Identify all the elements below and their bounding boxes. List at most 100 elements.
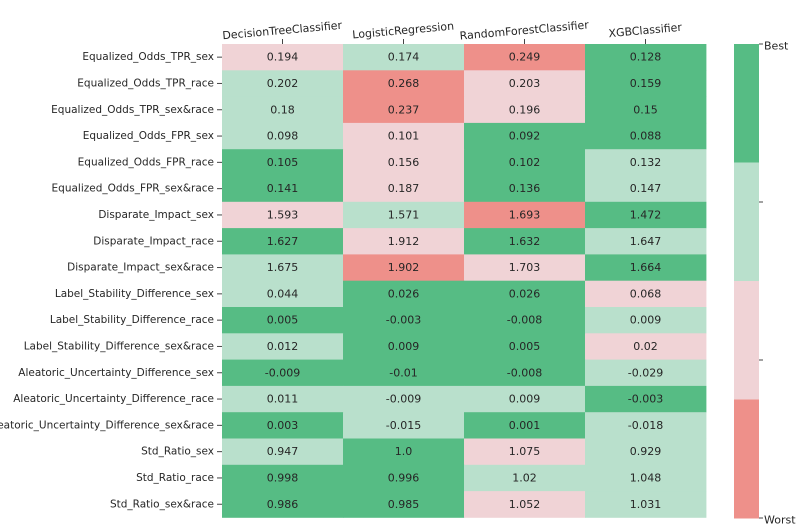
cell-value-label: 0.005 <box>267 314 299 327</box>
cell-value-label: 0.009 <box>388 340 420 353</box>
cell-value-label: 1.0 <box>395 445 413 458</box>
heatmap-cell <box>222 438 344 466</box>
heatmap-cell <box>343 228 465 255</box>
cell-value-label: 0.098 <box>267 130 299 143</box>
cell-value-label: -0.015 <box>386 419 421 432</box>
heatmap-cell <box>222 333 344 360</box>
heatmap-cell <box>343 70 465 97</box>
cell-value-label: 1.031 <box>630 498 662 511</box>
heatmap-cell <box>464 175 586 203</box>
heatmap-cell <box>343 44 465 71</box>
heatmap-cell <box>222 149 344 176</box>
row-label: Disparate_Impact_sex <box>98 209 214 221</box>
heatmap-cell <box>464 307 586 334</box>
cell-value-label: 0.009 <box>630 314 662 327</box>
cell-value-label: 1.02 <box>512 471 537 484</box>
heatmap-cell <box>222 228 344 255</box>
cell-value-label: -0.029 <box>628 366 663 379</box>
heatmap-cell <box>464 201 586 229</box>
heatmap-cell <box>343 464 465 492</box>
cell-value-label: 0.986 <box>267 498 299 511</box>
cell-value-label: 0.194 <box>267 51 299 64</box>
cell-value-label: 1.632 <box>509 235 541 248</box>
colorbar: Best Worst <box>734 40 796 527</box>
heatmap-cell <box>464 359 586 387</box>
cell-value-label: 0.202 <box>267 77 299 90</box>
heatmap-cell <box>343 438 465 466</box>
cell-value-label: -0.018 <box>628 419 663 432</box>
cell-value-label: 0.141 <box>267 182 299 195</box>
cell-value-label: 0.15 <box>633 103 658 116</box>
heatmap-cell <box>222 44 344 71</box>
heatmap-cell <box>585 438 707 466</box>
heatmap-cell <box>343 307 465 334</box>
row-label: Std_Ratio_sex&race <box>110 498 214 510</box>
cell-value-label: 0.011 <box>267 393 299 406</box>
heatmap-cell <box>343 254 465 282</box>
heatmap-cell <box>464 438 586 466</box>
heatmap-cell <box>464 385 586 413</box>
cell-value-label: 1.052 <box>509 498 541 511</box>
cell-value-label: 1.703 <box>509 261 541 274</box>
heatmap-cell <box>222 412 344 439</box>
heatmap-cell <box>585 333 707 360</box>
cell-value-label: 0.092 <box>509 130 541 143</box>
heatmap-cell <box>222 96 344 124</box>
heatmap-cell <box>343 280 465 308</box>
heatmap-cell <box>585 254 707 282</box>
cell-value-label: 1.472 <box>630 208 662 221</box>
heatmap-cell <box>464 280 586 308</box>
heatmap-grid: 0.194 0.174 0.249 0.128 0.202 0.268 0.203 0.159… <box>222 44 707 518</box>
cell-value-label: 0.02 <box>633 340 658 353</box>
heatmap-cell <box>585 44 707 71</box>
heatmap-cell <box>464 491 586 518</box>
heatmap-cell <box>585 491 707 518</box>
cell-value-label: 1.902 <box>388 261 420 274</box>
cell-value-label: 0.003 <box>267 419 299 432</box>
cell-value-label: 1.571 <box>388 208 420 221</box>
cell-value-label: 0.044 <box>267 287 299 300</box>
heatmap-cell <box>585 201 707 229</box>
cell-value-label: 0.005 <box>509 340 541 353</box>
heatmap-cell <box>585 307 707 334</box>
heatmap-cell <box>464 44 586 71</box>
cell-value-label: -0.009 <box>265 366 300 379</box>
cell-value-label: 1.912 <box>388 235 420 248</box>
row-label: Disparate_Impact_sex&race <box>67 262 214 274</box>
row-label: Equalized_Odds_FPR_sex&race <box>52 183 214 195</box>
heatmap-cell <box>222 254 344 282</box>
row-label: Equalized_Odds_FPR_sex <box>83 130 214 142</box>
cell-value-label: 0.001 <box>509 419 541 432</box>
cell-value-label: 0.068 <box>630 287 662 300</box>
heatmap-cell <box>222 122 344 150</box>
colorbar-worst-label: Worst <box>764 514 796 527</box>
cell-value-label: 0.268 <box>388 77 420 90</box>
heatmap-cell <box>343 96 465 124</box>
cell-value-label: 1.593 <box>267 208 299 221</box>
cell-value-label: 0.105 <box>267 156 299 169</box>
row-label: Disparate_Impact_race <box>93 235 214 247</box>
cell-value-label: 0.249 <box>509 51 541 64</box>
column-label: XGBClassifier <box>608 21 683 40</box>
row-label: Std_Ratio_sex <box>141 446 214 458</box>
column-label: RandomForestClassifier <box>459 18 590 42</box>
colorbar-segment <box>734 44 759 163</box>
cell-value-label: 0.136 <box>509 182 541 195</box>
heatmap-cell <box>585 149 707 176</box>
colorbar-segment <box>734 399 759 519</box>
row-label: Equalized_Odds_FPR_race <box>78 156 214 168</box>
cell-value-label: 0.132 <box>630 156 662 169</box>
heatmap-cell <box>222 307 344 334</box>
cell-value-label: -0.009 <box>386 393 421 406</box>
cell-value-label: -0.008 <box>507 366 542 379</box>
heatmap-cell <box>585 122 707 150</box>
heatmap-cell <box>585 228 707 255</box>
heatmap-cell <box>585 96 707 124</box>
heatmap-cell <box>343 149 465 176</box>
cell-value-label: 1.693 <box>509 208 541 221</box>
column-label: DecisionTreeClassifier <box>222 19 343 42</box>
heatmap-cell <box>464 228 586 255</box>
cell-value-label: 0.985 <box>388 498 420 511</box>
cell-value-label: 0.156 <box>388 156 420 169</box>
cell-value-label: 1.664 <box>630 261 662 274</box>
